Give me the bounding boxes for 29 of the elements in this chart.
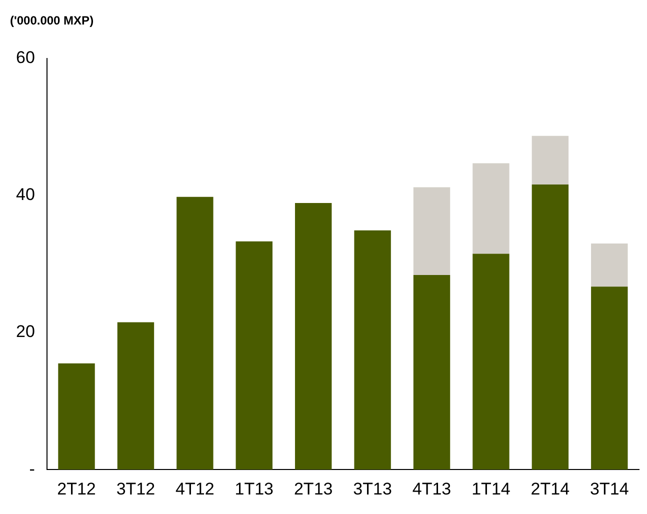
bar	[413, 274, 450, 470]
y-tick-label: 60	[16, 48, 35, 68]
x-tick-label: 3T12	[116, 479, 156, 498]
x-tick-label: 2T14	[530, 479, 570, 498]
x-tick-label: 2T12	[57, 479, 96, 498]
bar	[472, 163, 510, 254]
x-tick-label: 3T14	[590, 479, 629, 498]
x-tick-label: 1T14	[472, 479, 510, 498]
chart-title: ('000.000 MXP)	[10, 14, 94, 28]
bar	[58, 363, 95, 470]
bar	[413, 187, 450, 275]
x-tick-label: 1T13	[234, 479, 274, 498]
bar	[472, 254, 510, 470]
x-tick-label: 4T13	[412, 479, 452, 498]
bar	[236, 241, 272, 470]
x-tick-label: 3T13	[353, 479, 392, 498]
bar	[532, 184, 569, 470]
x-tick-label: 4T12	[176, 479, 214, 498]
x-tick-label: 2T13	[294, 479, 333, 498]
bar	[117, 322, 154, 470]
bar	[532, 136, 569, 184]
bar	[294, 203, 332, 470]
bar	[591, 243, 628, 287]
y-tick-label: 20	[16, 322, 35, 342]
y-tick-label: -	[29, 459, 35, 478]
y-tick-label: 40	[16, 185, 35, 204]
bar	[354, 230, 391, 470]
bar	[176, 196, 214, 470]
bar	[591, 286, 628, 470]
